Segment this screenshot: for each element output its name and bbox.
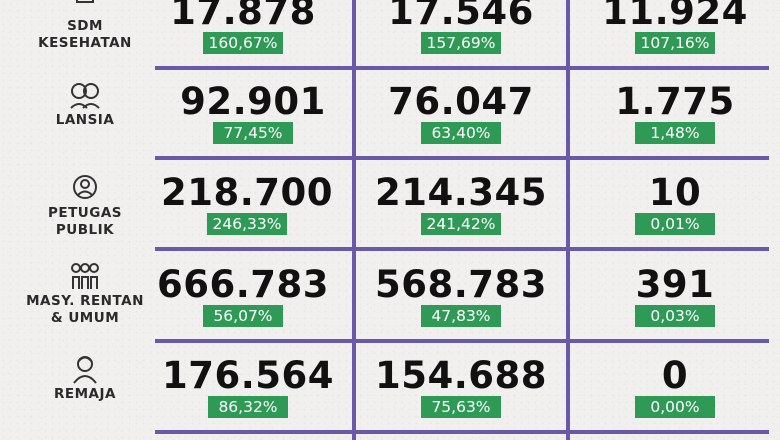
column-divider xyxy=(352,0,356,440)
value-number: 11.924 xyxy=(602,0,748,33)
value-cell: 154.688 75,63% xyxy=(356,356,566,418)
value-number: 76.047 xyxy=(388,80,534,123)
percent-badge: 0,00% xyxy=(635,396,715,418)
value-number: 154.688 xyxy=(374,354,548,397)
category-cell: REMAJA xyxy=(10,354,160,403)
row-divider xyxy=(155,247,769,251)
value-number: 666.783 xyxy=(156,263,330,306)
teenager-icon xyxy=(73,356,97,384)
value-number: 10 xyxy=(648,171,702,214)
value-cell: 391 0,03% xyxy=(570,265,780,327)
value-cell: 1.775 1,48% xyxy=(570,82,780,144)
value-cell: 11.924 107,16% xyxy=(570,0,780,54)
value-number: 214.345 xyxy=(374,171,548,214)
table-row: LANSIA 92.901 77,45% 76.047 63,40% 1.775… xyxy=(0,76,780,156)
value-cell: 176.564 86,32% xyxy=(143,356,353,418)
value-number: 218.700 xyxy=(160,171,334,214)
percent-badge: 63,40% xyxy=(421,122,501,144)
percent-badge: 47,83% xyxy=(421,305,501,327)
percent-badge: 75,63% xyxy=(421,396,501,418)
value-number: 176.564 xyxy=(161,354,335,397)
value-cell: 17.878 160,67% xyxy=(138,0,348,54)
table-row: MASY. RENTAN & UMUM 666.783 56,07% 568.7… xyxy=(0,259,780,339)
elderly-icon xyxy=(70,83,100,109)
category-label: SDM KESEHATAN xyxy=(38,18,132,51)
row-divider xyxy=(155,66,769,70)
percent-badge: 157,69% xyxy=(421,32,501,54)
health-worker-icon xyxy=(76,0,94,3)
value-number: 1.775 xyxy=(615,80,735,123)
percent-badge: 160,67% xyxy=(203,32,283,54)
value-cell: 214.345 241,42% xyxy=(356,173,566,235)
category-label: REMAJA xyxy=(54,386,116,402)
value-number: 568.783 xyxy=(374,263,548,306)
value-number: 17.878 xyxy=(170,0,316,33)
category-label: MASY. RENTAN & UMUM xyxy=(26,293,144,326)
value-number: 0 xyxy=(661,354,689,397)
category-label: LANSIA xyxy=(55,112,115,128)
row-divider xyxy=(155,156,769,160)
category-cell: SDM KESEHATAN xyxy=(10,0,160,52)
community-icon xyxy=(71,263,99,289)
row-divider xyxy=(155,339,769,343)
value-cell: 666.783 56,07% xyxy=(138,265,348,327)
percent-badge: 77,45% xyxy=(213,122,293,144)
column-divider xyxy=(566,0,570,440)
value-cell: 10 0,01% xyxy=(570,173,780,235)
value-number: 92.901 xyxy=(180,80,326,123)
percent-badge: 56,07% xyxy=(203,305,283,327)
percent-badge: 0,01% xyxy=(635,213,715,235)
value-cell: 76.047 63,40% xyxy=(356,82,566,144)
value-cell: 92.901 77,45% xyxy=(148,82,358,144)
value-cell: 568.783 47,83% xyxy=(356,265,566,327)
percent-badge: 241,42% xyxy=(421,213,501,235)
value-number: 391 xyxy=(635,263,715,306)
category-label: PETUGAS PUBLIK xyxy=(47,205,123,238)
percent-badge: 1,48% xyxy=(635,122,715,144)
percent-badge: 246,33% xyxy=(207,213,287,235)
percent-badge: 86,32% xyxy=(208,396,288,418)
table-row: SDM KESEHATAN 17.878 160,67% 17.546 157,… xyxy=(0,0,780,66)
value-cell: 0 0,00% xyxy=(570,356,780,418)
category-cell: LANSIA xyxy=(10,80,160,129)
value-cell: 17.546 157,69% xyxy=(356,0,566,54)
table-row: PETUGAS PUBLIK 218.700 246,33% 214.345 2… xyxy=(0,167,780,247)
percent-badge: 0,03% xyxy=(635,305,715,327)
value-number: 17.546 xyxy=(388,0,534,33)
percent-badge: 107,16% xyxy=(635,32,715,54)
public-officer-icon xyxy=(73,175,97,199)
row-divider xyxy=(155,430,769,434)
table-row: REMAJA 176.564 86,32% 154.688 75,63% 0 0… xyxy=(0,350,780,430)
category-cell: PETUGAS PUBLIK xyxy=(10,173,160,239)
value-cell: 218.700 246,33% xyxy=(142,173,352,235)
category-cell: MASY. RENTAN & UMUM xyxy=(10,261,160,327)
